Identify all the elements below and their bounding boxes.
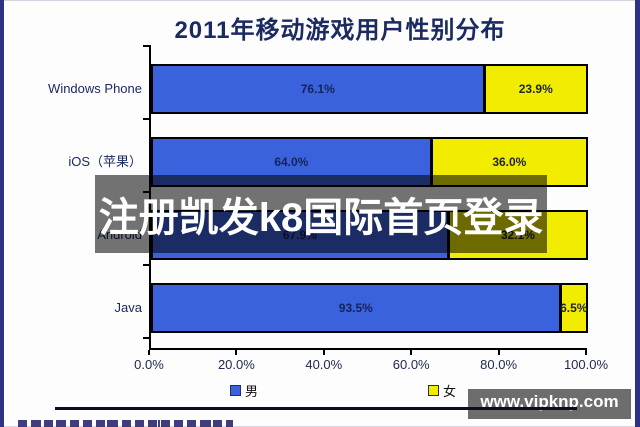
bar-row-1: 76.1% 23.9%: [151, 64, 588, 114]
site-watermark-text: www.vipknp.com: [480, 392, 619, 411]
y-axis-tick: [143, 118, 149, 120]
category-label-4: Java: [114, 300, 142, 315]
y-axis-tick: [143, 264, 149, 266]
y-axis-tick: [143, 337, 149, 339]
legend-label-male: 男: [245, 384, 259, 399]
x-axis-tick-label: 0.0%: [134, 357, 164, 372]
bar-row-4: 93.5% 6.5%: [151, 283, 588, 333]
watermark-banner-text: 注册凯发k8国际首页登录: [98, 196, 544, 240]
chart-title: 2011年移动游戏用户性别分布: [174, 17, 506, 44]
bar-segment-male-4: 93.5%: [151, 283, 560, 333]
frame-border-left: [0, 0, 4, 427]
top-border: [0, 0, 640, 1]
x-axis-tick: [410, 350, 413, 355]
x-axis-tick-label: 100.0%: [563, 357, 609, 372]
x-axis-tick: [497, 350, 500, 355]
bottom-divider-line: [55, 407, 577, 410]
x-axis-tick: [148, 350, 150, 355]
x-axis-tick: [585, 350, 587, 355]
legend-swatch-male: [230, 385, 241, 396]
legend-item-male: 男: [230, 381, 258, 400]
bar-segment-female-4: 6.5%: [559, 283, 588, 333]
legend-swatch-female: [428, 385, 439, 396]
bar-segment-male-1: 76.1%: [151, 64, 484, 114]
legend-label-female: 女: [443, 384, 457, 399]
x-axis-tick: [322, 350, 325, 355]
x-axis-tick: [235, 350, 238, 355]
x-axis-tick-label: 60.0%: [392, 357, 430, 372]
bar-segment-female-1: 23.9%: [483, 64, 588, 114]
x-axis-tick-label: 40.0%: [305, 357, 343, 372]
watermark-banner: 注册凯发k8国际首页登录: [95, 175, 547, 253]
x-axis-tick-label: 80.0%: [480, 357, 518, 372]
category-label-1: Windows Phone: [48, 81, 142, 96]
site-watermark-box: www.vipknp.com: [468, 389, 631, 419]
frame-border-right: [635, 0, 640, 427]
x-axis-tick-label: 20.0%: [217, 357, 255, 372]
clipped-text-strip: [18, 420, 233, 427]
legend-item-female: 女: [428, 381, 456, 400]
category-label-2: iOS（苹果）: [68, 154, 142, 169]
y-axis-tick: [143, 45, 149, 47]
